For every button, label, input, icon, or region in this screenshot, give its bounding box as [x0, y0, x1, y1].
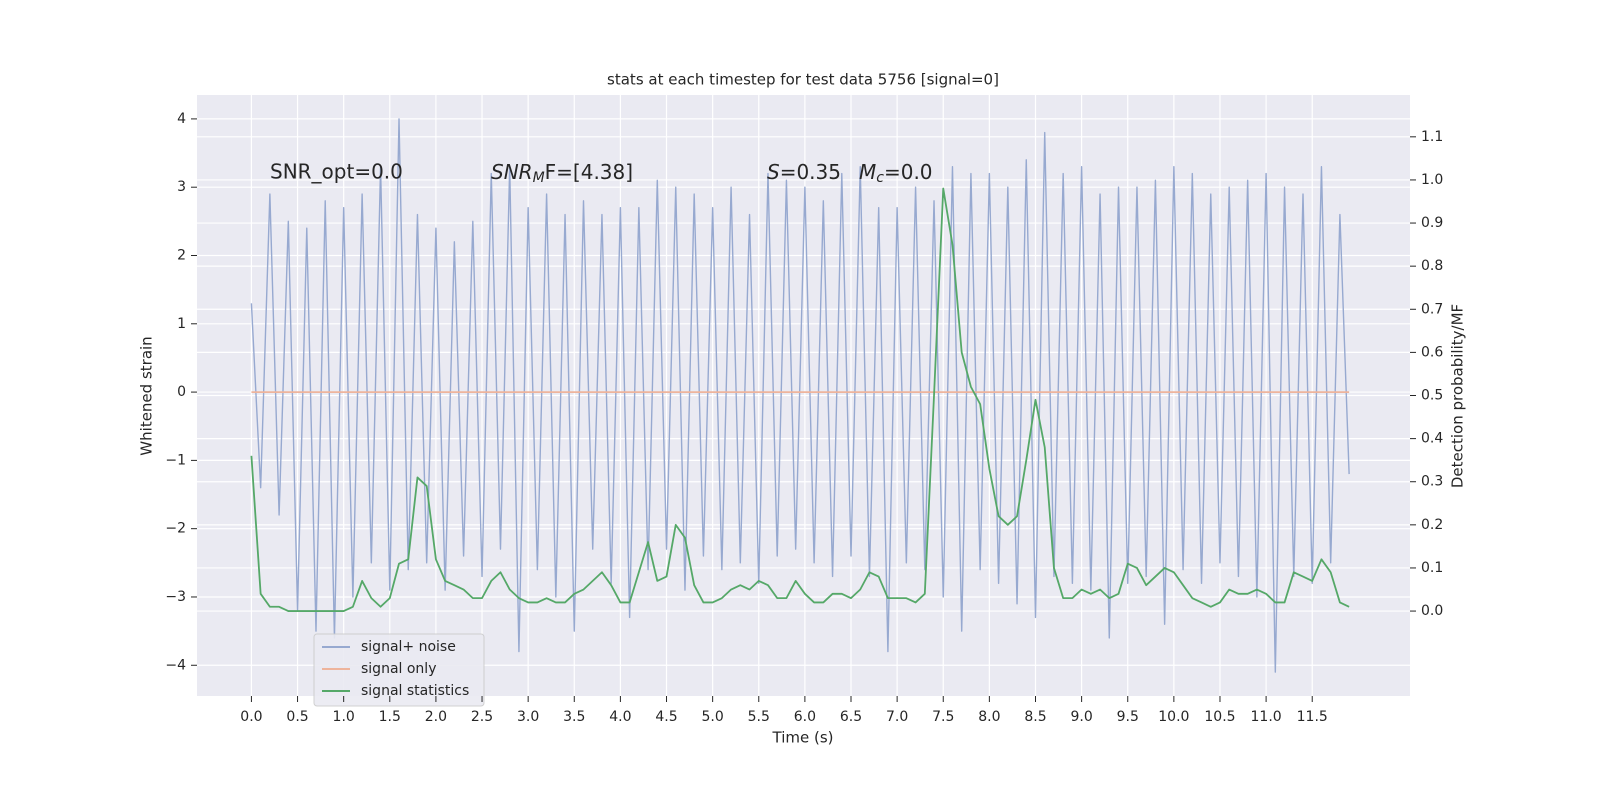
y-tick-label: 1 [177, 316, 186, 332]
y-tick-label: −3 [165, 589, 186, 605]
y2-tick-label: 0.1 [1421, 560, 1443, 576]
x-tick-label: 10.0 [1158, 709, 1189, 725]
annotation: S=0.35 [767, 160, 841, 184]
legend-label: signal+ noise [361, 639, 456, 655]
x-tick-label: 2.5 [471, 709, 493, 725]
legend: signal+ noise signal only signal statistic… [313, 633, 485, 707]
chart-title: stats at each timestep for test data 575… [607, 71, 999, 89]
x-tick-label: 9.0 [1070, 709, 1092, 725]
x-tick-label: 0.0 [240, 709, 262, 725]
y2-tick-label: 0.4 [1421, 431, 1443, 447]
y-tick-label: 4 [177, 111, 186, 127]
y-tick-label: 3 [177, 179, 186, 195]
y2-tick-label: 1.1 [1421, 129, 1443, 145]
x-tick-label: 1.5 [379, 709, 401, 725]
y2-tick-label: 0.8 [1421, 258, 1443, 274]
x-axis-label: Time (s) [772, 729, 834, 747]
annotation-sub: c [876, 170, 884, 186]
annotation: Mc=0.0 [859, 160, 933, 187]
annotation: SNR_opt=0.0 [270, 160, 403, 184]
x-tick-label: 11.5 [1297, 709, 1328, 725]
x-tick-label: 3.0 [517, 709, 539, 725]
y2-tick-label: 0.3 [1421, 474, 1443, 490]
x-tick-label: 4.5 [655, 709, 677, 725]
annotation-part: S [767, 160, 780, 184]
x-tick-label: 3.5 [563, 709, 585, 725]
x-tick-label: 11.0 [1251, 709, 1282, 725]
x-tick-label: 6.5 [840, 709, 862, 725]
y2-tick-label: 0.5 [1421, 388, 1443, 404]
x-tick-label: 4.0 [609, 709, 631, 725]
x-tick-label: 8.5 [1024, 709, 1046, 725]
x-tick-label: 9.5 [1117, 709, 1139, 725]
y2-tick-label: 0.7 [1421, 301, 1443, 317]
y-tick-label: −4 [165, 657, 186, 673]
y2-axis-label: Detection probability/MF [1449, 304, 1467, 488]
annotation-part: =0.35 [780, 160, 841, 184]
x-tick-label: 5.5 [748, 709, 770, 725]
x-tick-label: 5.0 [702, 709, 724, 725]
annotation-sub: M [533, 170, 545, 186]
annotation-part: M [859, 160, 876, 184]
x-tick-label: 2.0 [425, 709, 447, 725]
x-tick-label: 10.5 [1204, 709, 1235, 725]
annotation-part: =0.0 [884, 160, 933, 184]
y-tick-label: 0 [177, 384, 186, 400]
y2-tick-label: 0.2 [1421, 517, 1443, 533]
y2-tick-label: 1.0 [1421, 172, 1443, 188]
legend-box [313, 633, 485, 707]
x-tick-label: 0.5 [286, 709, 308, 725]
annotation-part: SNR [491, 160, 533, 184]
y-axis-label: Whitened strain [138, 336, 156, 455]
x-tick-label: 8.0 [978, 709, 1000, 725]
y-tick-label: 2 [177, 247, 186, 263]
annotation-part: F=[4.38] [545, 160, 633, 184]
x-tick-label: 6.0 [794, 709, 816, 725]
y2-tick-label: 0.0 [1421, 603, 1443, 619]
series-line [250, 118, 1350, 673]
annotation: SNRMF=[4.38] [491, 160, 633, 187]
y-tick-label: −1 [165, 452, 186, 468]
y-tick-label: −2 [165, 521, 186, 537]
grid [197, 95, 1410, 696]
legend-label: signal only [361, 661, 436, 677]
legend-label: signal statistics [361, 683, 469, 699]
marks [250, 118, 1350, 673]
y2-tick-label: 0.6 [1421, 344, 1443, 360]
x-tick-label: 1.0 [333, 709, 355, 725]
x-tick-label: 7.5 [932, 709, 954, 725]
series-line [250, 187, 1350, 612]
y2-tick-label: 0.9 [1421, 215, 1443, 231]
x-tick-label: 7.0 [886, 709, 908, 725]
